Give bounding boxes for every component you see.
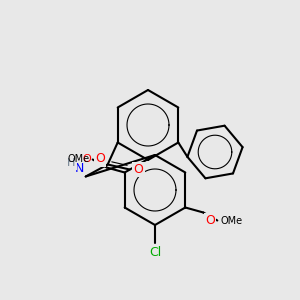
Text: H: H [67,158,76,169]
Text: O: O [205,214,215,227]
Text: OMe: OMe [68,154,90,164]
Text: Cl: Cl [149,246,161,259]
Text: OMe: OMe [220,215,242,226]
Text: O: O [134,163,144,176]
Text: O: O [82,154,91,164]
Text: O: O [95,152,105,166]
Text: N: N [74,161,84,175]
